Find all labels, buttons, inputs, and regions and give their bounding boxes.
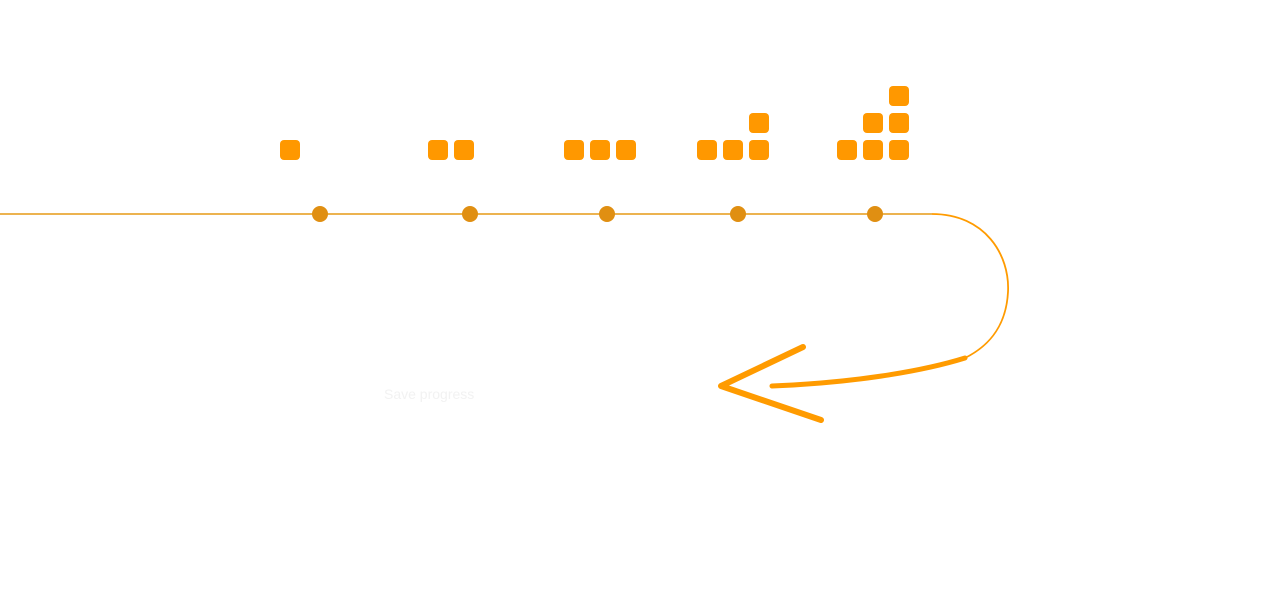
progress-block	[889, 86, 909, 106]
timeline-dot	[730, 206, 746, 222]
progress-block	[889, 140, 909, 160]
return-curve	[772, 214, 1008, 386]
timeline-step-2	[428, 140, 478, 222]
arrow-shaft	[772, 358, 965, 386]
faint-label: Save progress	[384, 386, 474, 402]
progress-block	[723, 140, 743, 160]
timeline-step-1	[280, 140, 328, 222]
timeline-dot	[312, 206, 328, 222]
progress-block	[697, 140, 717, 160]
timeline-dot	[599, 206, 615, 222]
progress-block	[590, 140, 610, 160]
timeline-dot	[867, 206, 883, 222]
progress-block	[454, 140, 474, 160]
progress-block	[837, 140, 857, 160]
timeline-step-3	[564, 140, 636, 222]
timeline-step-4	[697, 113, 769, 222]
timeline-step-5	[837, 86, 909, 222]
progress-block	[863, 113, 883, 133]
progress-block	[564, 140, 584, 160]
progress-block	[749, 113, 769, 133]
timeline-dot	[462, 206, 478, 222]
progress-block	[889, 113, 909, 133]
steps-layer	[280, 86, 909, 222]
progress-block	[616, 140, 636, 160]
progress-block	[428, 140, 448, 160]
progress-block	[863, 140, 883, 160]
progress-block	[280, 140, 300, 160]
progress-block	[749, 140, 769, 160]
